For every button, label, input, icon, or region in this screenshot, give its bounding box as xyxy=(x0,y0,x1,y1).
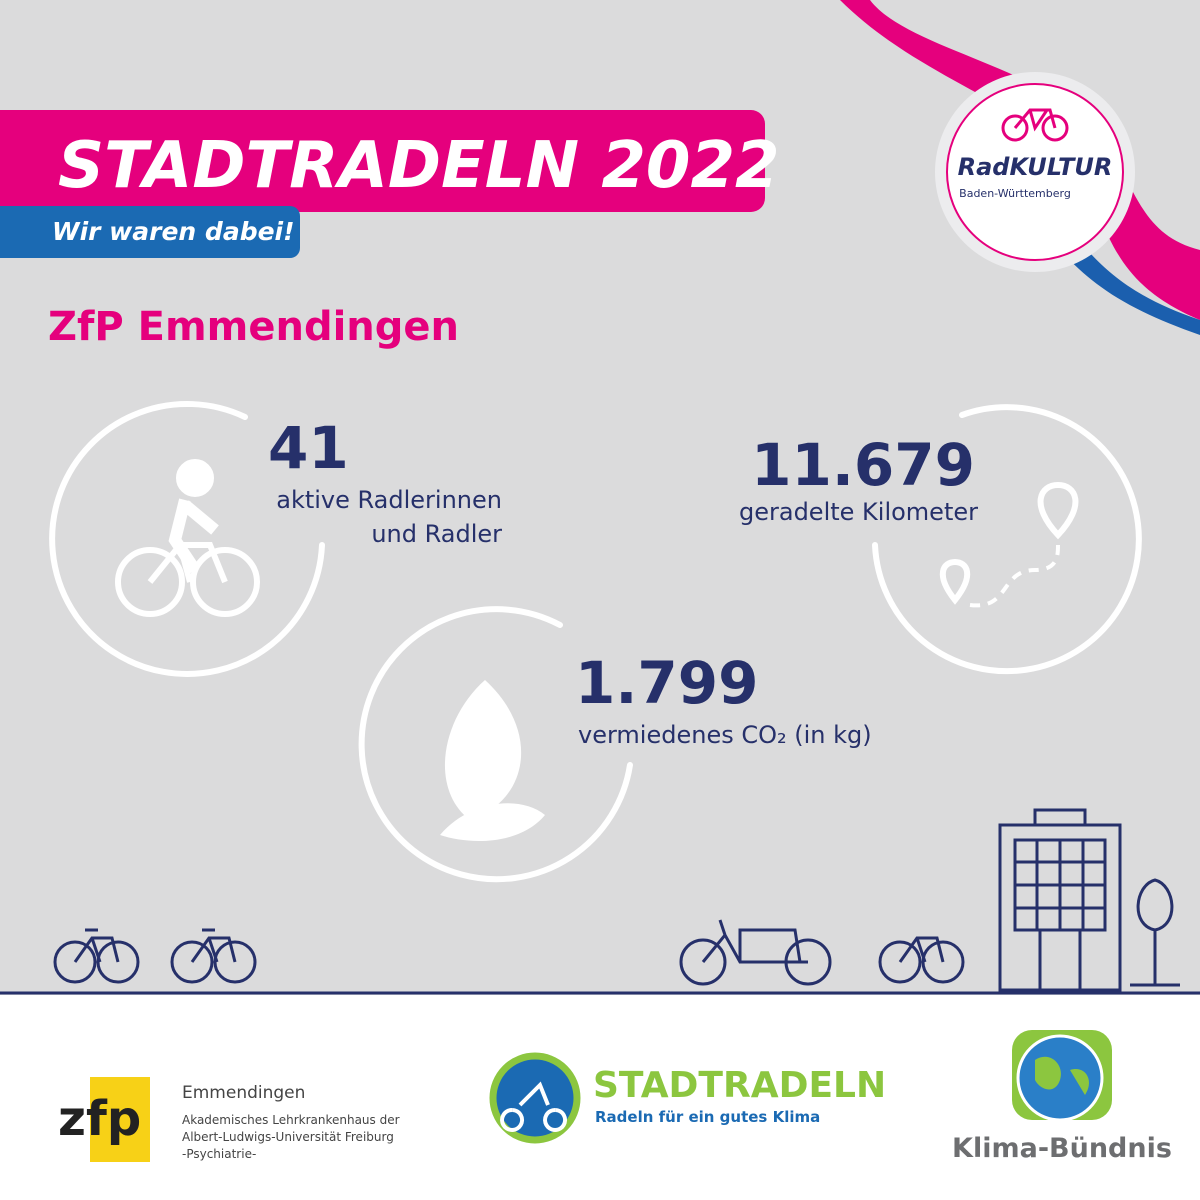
ring xyxy=(872,404,1142,675)
subtitle-banner xyxy=(0,206,300,258)
badge-region: Baden-Württemberg xyxy=(959,187,1071,200)
title: STADTRADELN 2022 xyxy=(58,129,780,203)
stat-value: 11.679 xyxy=(751,431,975,499)
badge xyxy=(946,83,1124,261)
klima-globe-land xyxy=(1035,1056,1090,1095)
bike-icons xyxy=(53,808,1180,992)
stadtradeln-name: STADTRADELN xyxy=(593,1065,886,1106)
stat-label: vermiedenes CO₂ (in kg) xyxy=(578,721,872,749)
cyclist-icon xyxy=(115,459,260,617)
stat-label: aktive Radlerinnen xyxy=(276,486,502,514)
organization: ZfP Emmendingen xyxy=(48,304,459,350)
badge-name: RadKULTUR xyxy=(958,153,1113,181)
title-banner xyxy=(0,110,765,212)
zfp-logo-bg xyxy=(90,1077,150,1162)
zfp-name: Emmendingen xyxy=(182,1083,305,1103)
leaf-icon xyxy=(440,680,545,841)
stat-label: geradelte Kilometer xyxy=(739,498,978,526)
zfp-line: Akademisches Lehrkrankenhaus der xyxy=(182,1113,400,1127)
route-icon xyxy=(940,481,1079,608)
footer xyxy=(0,995,1200,1200)
subtitle: Wir waren dabei! xyxy=(52,217,295,246)
stadtradeln-logo-mark xyxy=(500,1081,568,1132)
stat-value: 1.799 xyxy=(575,649,758,717)
zfp-line: Albert-Ludwigs-Universität Freiburg xyxy=(182,1130,394,1144)
stat-label: und Radler xyxy=(371,520,502,548)
ring xyxy=(358,606,633,883)
ribbon xyxy=(840,0,1200,320)
klima-name: Klima-Bündnis xyxy=(952,1133,1172,1164)
stadtradeln-slogan: Radeln für ein gutes Klima xyxy=(595,1108,820,1126)
stadtradeln-logo xyxy=(489,1052,581,1144)
zfp-line: -Psychiatrie- xyxy=(182,1147,256,1161)
stat-value: 41 xyxy=(268,414,349,482)
badge-bike xyxy=(1001,108,1069,142)
ring xyxy=(49,400,325,677)
zfp-logo: zfp xyxy=(58,1091,141,1147)
